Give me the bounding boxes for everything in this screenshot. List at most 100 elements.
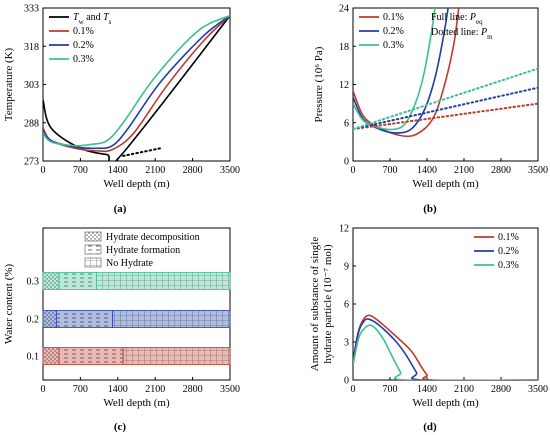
legend-label: 0.2% — [73, 40, 94, 51]
x-tick-label: 3500 — [528, 384, 548, 395]
x-tick-label: 0 — [41, 165, 46, 176]
x-tick-label: 3500 — [220, 165, 240, 176]
legend-label: No Hydrate — [106, 258, 153, 269]
panel-label: (c) — [114, 421, 127, 433]
bar-segment — [42, 310, 57, 328]
legend-label: 0.2% — [383, 26, 404, 37]
x-tick-label: 3500 — [528, 165, 548, 176]
legend-label: 0.1% — [383, 12, 404, 23]
series-line-1 — [122, 147, 162, 157]
x-tick-label: 2100 — [454, 165, 474, 176]
x-tick-label: 2100 — [145, 384, 165, 395]
panel-label: (a) — [114, 203, 127, 215]
legend-label: Tw and Ts — [73, 12, 112, 26]
x-tick-label: 3500 — [220, 384, 240, 395]
y-tick-label: 12 — [339, 224, 349, 235]
y-tick-label: 24 — [339, 4, 349, 15]
x-tick-label: 700 — [383, 165, 398, 176]
x-tick-label: 2100 — [454, 384, 474, 395]
series-line-4 — [353, 86, 538, 131]
y-tick-label: 9 — [344, 262, 349, 273]
legend-label: Hydrate formation — [106, 245, 180, 256]
y-tick-label: 333 — [24, 4, 39, 15]
x-tick-label: 2100 — [145, 165, 165, 176]
annotation-1: Dotted line: Pm — [431, 27, 493, 41]
y-tick-label: 18 — [339, 42, 349, 53]
bar-segment — [42, 272, 60, 290]
bar-segment — [55, 310, 113, 328]
legend-label: 0.1% — [498, 232, 519, 243]
y-tick-label: 0.2 — [27, 315, 40, 326]
legend-swatch — [84, 244, 102, 255]
x-tick-label: 1400 — [108, 384, 128, 395]
y-axis-label: Pressure (10⁶ Pa) — [313, 46, 325, 122]
panel-d: 0 700 1400 2100 2800 3500 Well depth (m) 0 3 6 9 12… — [339, 224, 548, 410]
series-line-1 — [353, 318, 538, 380]
x-tick-label: 2800 — [491, 384, 511, 395]
legend-label: Hydrate decomposition — [106, 232, 200, 243]
x-axis-label: Well depth (m) — [412, 397, 479, 409]
legend-label: 0.2% — [498, 246, 519, 257]
bar-segment-pattern — [43, 347, 60, 365]
panel-b: 0 700 1400 2100 2800 3500 Well depth (m) 0 6 12 18… — [339, 4, 548, 191]
x-tick-label: 2800 — [183, 384, 203, 395]
series-line-0 — [353, 314, 538, 380]
annotation-0: Full line: Peq — [431, 12, 483, 26]
y-tick-label: 0.3 — [27, 277, 40, 288]
series-group — [353, 8, 538, 138]
x-tick-label: 700 — [73, 384, 88, 395]
y-axis-label: Amount of substance of singlehydrate par… — [309, 237, 334, 372]
legend-label: 0.3% — [498, 260, 519, 271]
y-tick-label: 288 — [24, 118, 39, 129]
panel-label: (b) — [423, 203, 437, 215]
y-tick-label: 3 — [344, 338, 349, 349]
x-tick-label: 1400 — [417, 384, 437, 395]
legend-label: 0.1% — [73, 26, 94, 37]
bar-segment — [96, 272, 231, 290]
series-group — [43, 14, 230, 161]
y-tick-label: 6 — [344, 300, 349, 311]
bar-segment — [58, 272, 97, 290]
y-tick-label: 303 — [24, 80, 39, 91]
bar-segment-pattern — [43, 272, 60, 290]
series-line-4 — [43, 14, 230, 147]
x-axis-label: Well depth (m) — [103, 397, 170, 409]
panel-label: (d) — [423, 421, 437, 433]
series-line-0 — [43, 15, 230, 161]
series-line-2 — [43, 15, 230, 153]
series-line-5 — [353, 67, 538, 131]
y-tick-label: 12 — [339, 80, 349, 91]
bar-segment — [112, 310, 231, 328]
y-axis-label: Water content (%) — [3, 263, 15, 344]
y-tick-label: 0.1 — [27, 352, 40, 363]
series-group — [353, 314, 538, 380]
y-tick-label: 0 — [344, 157, 349, 168]
x-tick-label: 2800 — [183, 165, 203, 176]
bar-segment-pattern — [56, 310, 113, 328]
panel-c: 0 700 1400 2100 2800 3500 Well depth (m) 0.1 0.2… — [27, 227, 240, 409]
y-axis-label: Temperature (K) — [3, 47, 15, 121]
y-tick-label: 273 — [24, 157, 39, 168]
legend-label: 0.3% — [383, 40, 404, 51]
bar-segment-pattern — [96, 272, 230, 290]
x-tick-label: 1400 — [108, 165, 128, 176]
bar-segment — [58, 347, 124, 365]
panel-a: 0 700 1400 2100 2800 3500 Well depth (m) 273 288… — [24, 4, 240, 191]
x-tick-label: 0 — [351, 165, 356, 176]
legend-label: 0.3% — [73, 54, 94, 65]
bar-segment — [122, 347, 231, 365]
x-tick-label: 0 — [41, 384, 46, 395]
plot-frame — [42, 227, 231, 381]
series-line-3 — [353, 102, 538, 131]
bar-segment-pattern — [43, 310, 57, 328]
series-line-0 — [353, 8, 460, 138]
x-axis-label: Well depth (m) — [103, 178, 170, 190]
bar-segment-pattern — [123, 347, 230, 365]
x-axis-label: Well depth (m) — [412, 178, 479, 190]
x-tick-label: 700 — [73, 165, 88, 176]
legend-swatch — [84, 231, 102, 242]
bar-segment-pattern — [59, 347, 124, 365]
legend-swatch — [84, 257, 102, 268]
y-tick-label: 6 — [344, 118, 349, 129]
